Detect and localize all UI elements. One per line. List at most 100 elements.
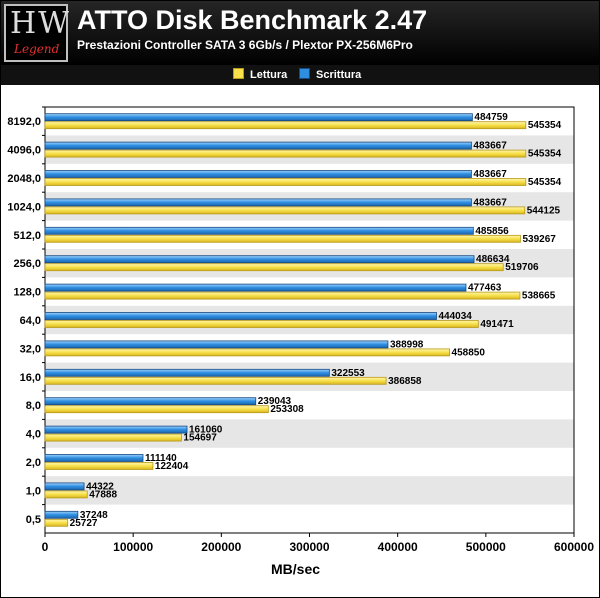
- bar-write: [44, 312, 437, 320]
- bar-write: [44, 425, 188, 434]
- bar-write: [44, 141, 472, 150]
- category-label: 128,0: [13, 287, 41, 299]
- bar-read: [44, 149, 527, 158]
- x-tick-label: 600000: [554, 540, 594, 554]
- data-label-read: 154697: [183, 433, 217, 444]
- data-label-read: 538665: [522, 291, 556, 302]
- data-label-write: 483667: [473, 141, 507, 152]
- row-band: [45, 476, 574, 505]
- bar-write: [44, 454, 144, 462]
- x-tick-label: 100000: [113, 540, 153, 554]
- legend-label-write: Scrittura: [316, 69, 362, 81]
- bar-read: [44, 348, 450, 357]
- row-band: [45, 249, 574, 278]
- data-label-read: 25727: [70, 518, 98, 529]
- category-label: 4,0: [26, 429, 41, 441]
- bar-write: [44, 368, 330, 377]
- data-label-read: 545354: [528, 149, 562, 160]
- row-band: [45, 419, 574, 448]
- bar-read: [44, 291, 521, 300]
- x-axis-label: MB/sec: [271, 561, 321, 577]
- bar-write: [44, 482, 85, 491]
- data-label-write: 322553: [331, 368, 365, 379]
- legend-swatch-read: [233, 68, 244, 79]
- row-band: [45, 305, 574, 335]
- bar-read: [44, 433, 182, 442]
- data-label-read: 544125: [527, 205, 561, 216]
- bar-read: [44, 263, 504, 272]
- x-tick-label: 400000: [378, 540, 418, 554]
- bar-chart: 484759 545354 8192,0 483667 545354 4096,0 4836…: [7, 106, 594, 554]
- category-label: 2,0: [26, 457, 41, 469]
- data-label-write: 483667: [473, 169, 507, 180]
- category-label: 4096,0: [7, 145, 41, 157]
- bar-write: [44, 255, 475, 264]
- legend: Lettura Scrittura: [1, 65, 599, 85]
- x-tick-label: 500000: [466, 540, 506, 554]
- bar-write: [44, 113, 473, 122]
- legend-item-read: Lettura: [233, 68, 287, 81]
- bar-read: [44, 121, 527, 130]
- category-label: 8192,0: [7, 116, 41, 128]
- data-label-read: 122404: [155, 461, 189, 472]
- data-label-write: 388998: [390, 339, 424, 350]
- row-band: [45, 192, 574, 221]
- data-label-read: 545354: [528, 120, 562, 131]
- logo-subtext: Legend: [14, 42, 60, 56]
- row-band: [45, 362, 574, 391]
- data-label-write: 37248: [80, 510, 108, 521]
- bar-write: [44, 198, 472, 207]
- legend-item-write: Scrittura: [299, 68, 361, 81]
- data-label-write: 161060: [189, 425, 223, 436]
- data-label-write: 484759: [474, 112, 508, 123]
- category-label: 1,0: [26, 485, 41, 497]
- category-label: 512,0: [13, 230, 41, 242]
- bar-read: [44, 320, 479, 328]
- chart-subtitle: Prestazioni Controller SATA 3 6Gb/s / Pl…: [77, 38, 413, 52]
- bar-read: [44, 376, 387, 385]
- bar-write: [44, 397, 257, 406]
- bar-write: [44, 226, 474, 235]
- bar-read: [44, 234, 521, 243]
- data-label-read: 545354: [528, 177, 562, 188]
- bar-write: [44, 170, 472, 178]
- data-label-write: 44322: [86, 481, 114, 492]
- row-band: [45, 135, 574, 164]
- bar-read: [44, 206, 526, 215]
- bar-write: [44, 283, 467, 292]
- bar-write: [44, 340, 389, 349]
- logo: HW Legend: [4, 4, 71, 62]
- logo-text: HW: [10, 6, 71, 41]
- category-label: 1024,0: [7, 201, 41, 213]
- data-label-read: 458850: [452, 347, 486, 358]
- legend-swatch-write: [299, 68, 310, 79]
- chart-title: ATTO Disk Benchmark 2.47: [77, 5, 428, 35]
- data-label-write: 111140: [145, 453, 177, 464]
- bar-read: [44, 405, 269, 414]
- data-label-read: 386858: [388, 376, 422, 387]
- x-tick-label: 300000: [289, 540, 329, 554]
- data-label-read: 491471: [480, 319, 514, 330]
- data-label-read: 539267: [522, 234, 556, 245]
- data-label-write: 477463: [468, 283, 502, 294]
- category-label: 0,5: [26, 514, 41, 526]
- category-label: 2048,0: [7, 173, 41, 185]
- x-tick-label: 200000: [201, 540, 241, 554]
- data-label-read: 253308: [270, 404, 304, 415]
- bar-read: [44, 178, 527, 186]
- data-label-write: 486634: [476, 254, 510, 265]
- data-label-write: 239043: [258, 396, 292, 407]
- data-label-read: 47888: [89, 489, 117, 500]
- data-label-write: 483667: [473, 197, 507, 208]
- x-tick-label: 0: [42, 540, 49, 554]
- category-label: 64,0: [20, 315, 41, 327]
- category-label: 16,0: [20, 372, 41, 384]
- legend-label-read: Lettura: [250, 69, 288, 81]
- data-label-write: 485856: [475, 226, 509, 237]
- category-label: 32,0: [20, 343, 41, 355]
- bar-read: [44, 518, 69, 527]
- bar-read: [44, 462, 154, 470]
- bar-read: [44, 490, 88, 499]
- category-label: 8,0: [26, 400, 41, 412]
